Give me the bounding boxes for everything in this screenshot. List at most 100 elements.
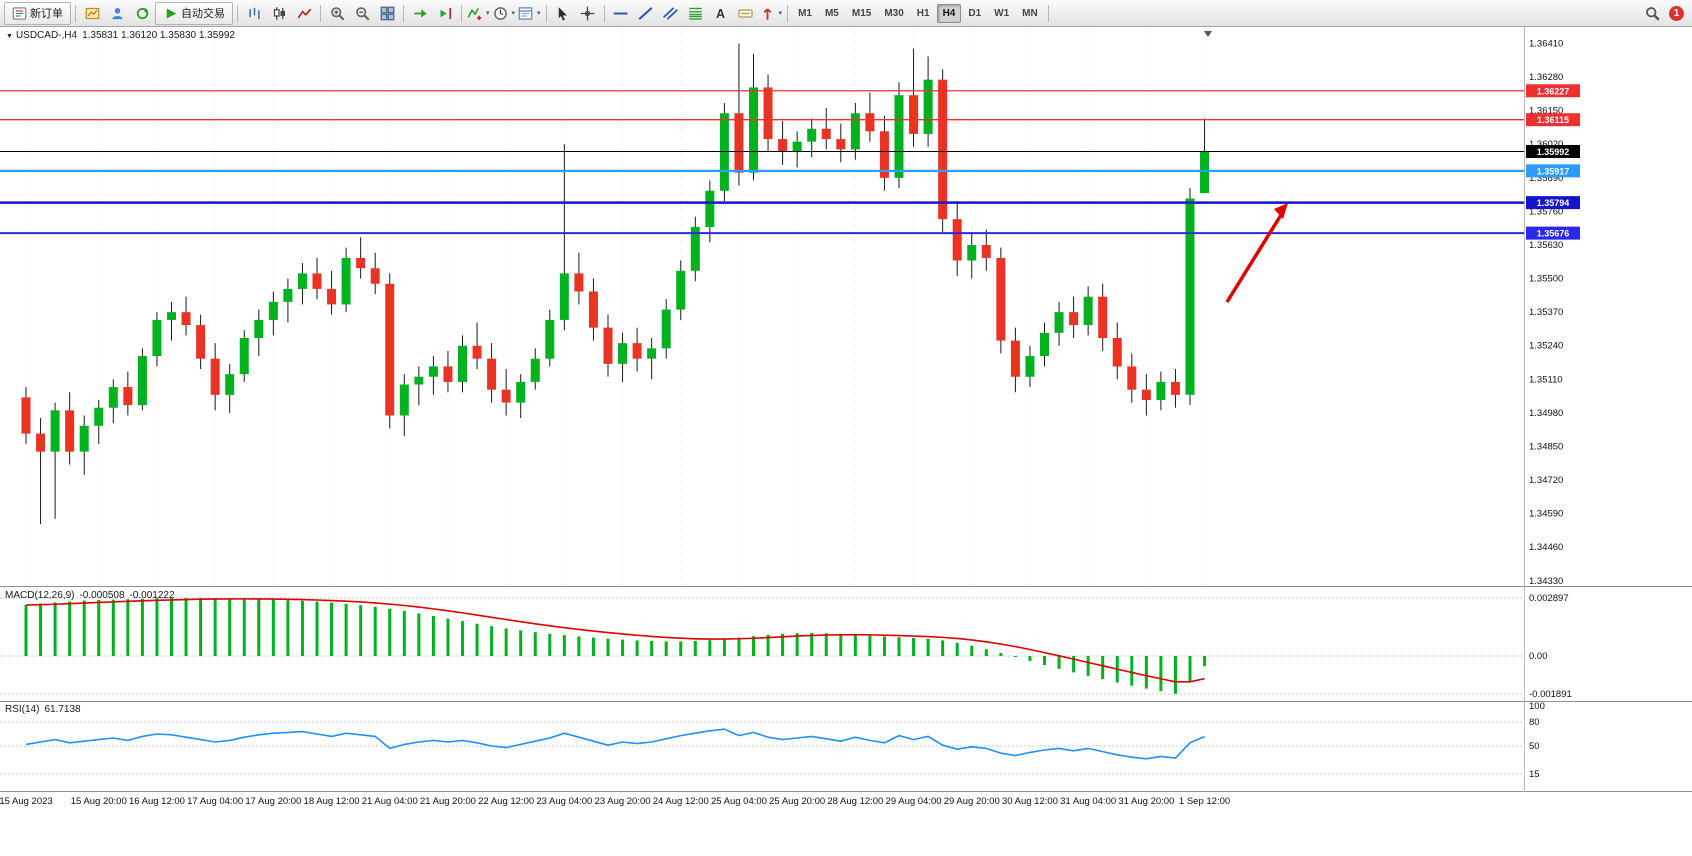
macd-title: MACD(12,26,9) xyxy=(5,590,75,601)
timeframe-m30-button[interactable]: M30 xyxy=(884,7,904,19)
svg-text:25 Aug 04:00: 25 Aug 04:00 xyxy=(711,796,767,807)
svg-text:1.36280: 1.36280 xyxy=(1529,72,1563,83)
text-button[interactable]: A xyxy=(709,2,733,25)
svg-text:1.36150: 1.36150 xyxy=(1529,106,1563,117)
toolbar-separator xyxy=(545,4,547,22)
svg-text:1.35630: 1.35630 xyxy=(1529,240,1563,251)
vertical-gridlines xyxy=(25,28,1206,586)
bar-chart-button[interactable] xyxy=(242,2,266,25)
svg-text:0.002897: 0.002897 xyxy=(1529,593,1569,604)
macd-signal-value: -0.001222 xyxy=(129,590,175,601)
svg-text:1.35917: 1.35917 xyxy=(1537,166,1570,176)
clock-icon xyxy=(493,6,507,20)
new-order-icon xyxy=(12,6,27,20)
svg-text:22 Aug 12:00: 22 Aug 12:00 xyxy=(478,796,534,807)
indicators-icon xyxy=(467,7,482,20)
toolbar-separator xyxy=(603,4,605,22)
hline-button[interactable] xyxy=(609,2,633,25)
price-badge xyxy=(1526,196,1580,210)
svg-text:29 Aug 20:00: 29 Aug 20:00 xyxy=(944,796,1000,807)
autotrade-button[interactable]: 自动交易 xyxy=(155,1,233,25)
svg-text:23 Aug 20:00: 23 Aug 20:00 xyxy=(595,796,651,807)
timeframe-h4-button[interactable]: H4 xyxy=(936,3,962,23)
dropdown-caret-icon: ▾ xyxy=(511,10,516,17)
new-chart-icon xyxy=(85,7,99,19)
crosshair-button[interactable] xyxy=(576,2,600,25)
profiles-button[interactable] xyxy=(105,2,129,25)
chart-window[interactable]: 1.36410 1.36280 1.36150 1.36020 1.35890 1.357… xyxy=(0,26,1692,856)
timeframe-m15-button[interactable]: M15 xyxy=(851,7,872,19)
svg-text:1.35240: 1.35240 xyxy=(1529,341,1563,352)
candles-icon xyxy=(273,6,285,20)
label-button[interactable] xyxy=(734,2,758,25)
chart-shift-marker[interactable] xyxy=(1204,31,1212,37)
new-order-button[interactable]: 新订单 xyxy=(4,1,71,25)
svg-text:30 Aug 12:00: 30 Aug 12:00 xyxy=(1002,796,1058,807)
macd-signal-line xyxy=(25,598,1205,683)
tile-windows-button[interactable] xyxy=(375,2,399,25)
periods-button[interactable]: ▾ xyxy=(492,2,517,25)
timeframe-m1-button[interactable]: M1 xyxy=(798,7,812,19)
hline-icon xyxy=(613,12,628,14)
svg-text:1.35110: 1.35110 xyxy=(1529,374,1563,385)
svg-text:1.35760: 1.35760 xyxy=(1529,206,1563,217)
toolbar-separator xyxy=(1047,4,1049,22)
candlestick-chart-button[interactable] xyxy=(267,2,291,25)
autotrade-icon xyxy=(166,8,177,18)
timeframe-w1-button[interactable]: W1 xyxy=(994,7,1010,19)
macd-panel: 0.002897 0.00 -0.001891 xyxy=(0,593,1572,700)
channel-button[interactable] xyxy=(659,2,683,25)
svg-text:17 Aug 20:00: 17 Aug 20:00 xyxy=(245,796,301,807)
templates-button[interactable]: ▾ xyxy=(517,2,542,25)
timeframe-d1-button[interactable]: D1 xyxy=(968,7,982,19)
timeframe-m5-button[interactable]: M5 xyxy=(824,7,839,19)
auto-scroll-button[interactable] xyxy=(408,2,432,25)
chart-menu-icon: ▼ xyxy=(6,33,13,40)
timeframe-mn-button[interactable]: MN xyxy=(1022,7,1038,19)
svg-text:17 Aug 04:00: 17 Aug 04:00 xyxy=(187,796,243,807)
price-badge xyxy=(1526,226,1580,240)
rsi-panel: 100 80 50 15 xyxy=(0,701,1545,780)
svg-text:31 Aug 04:00: 31 Aug 04:00 xyxy=(1060,796,1116,807)
svg-text:1.34980: 1.34980 xyxy=(1529,408,1563,419)
notification-badge[interactable]: 1 xyxy=(1669,5,1684,21)
trend-arrow-annotation[interactable] xyxy=(1225,203,1288,303)
chart-canvas[interactable]: 1.36410 1.36280 1.36150 1.36020 1.35890 1.357… xyxy=(0,26,1692,856)
indicators-button[interactable]: ▾ xyxy=(466,2,491,25)
candlesticks xyxy=(21,43,1210,524)
fibonacci-button[interactable] xyxy=(684,2,708,25)
cursor-button[interactable] xyxy=(551,2,575,25)
search-button[interactable] xyxy=(1640,2,1664,25)
new-order-button-label: 新订单 xyxy=(30,8,63,20)
arrows-button[interactable]: ▾ xyxy=(759,2,784,25)
price-badge xyxy=(1526,164,1580,178)
svg-text:24 Aug 12:00: 24 Aug 12:00 xyxy=(653,796,709,807)
svg-text:1.35676: 1.35676 xyxy=(1537,229,1570,239)
svg-text:23 Aug 04:00: 23 Aug 04:00 xyxy=(536,796,592,807)
svg-text:15: 15 xyxy=(1529,769,1540,780)
svg-text:A: A xyxy=(716,6,725,20)
svg-text:50: 50 xyxy=(1529,741,1540,752)
svg-text:1.34590: 1.34590 xyxy=(1529,509,1563,520)
zoom-in-icon xyxy=(330,6,345,21)
new-chart-button[interactable] xyxy=(80,2,104,25)
line-chart-button[interactable] xyxy=(292,2,316,25)
svg-text:1.35890: 1.35890 xyxy=(1529,173,1563,184)
svg-text:29 Aug 04:00: 29 Aug 04:00 xyxy=(886,796,942,807)
refresh-button[interactable] xyxy=(130,2,154,25)
toolbar-separator xyxy=(787,4,789,22)
zoom-out-icon xyxy=(355,6,370,21)
svg-text:21 Aug 04:00: 21 Aug 04:00 xyxy=(362,796,418,807)
horizontal-lines[interactable]: 1.36227 1.36115 1.35917 1.35794 1.35676 xyxy=(0,84,1580,240)
chart-shift-button[interactable] xyxy=(433,2,457,25)
fibo-icon xyxy=(689,7,702,20)
macd-indicator-label: MACD(12,26,9) -0.000508 -0.001222 xyxy=(5,590,175,601)
zoom-in-button[interactable] xyxy=(325,2,349,25)
trendline-button[interactable] xyxy=(634,2,658,25)
svg-text:21 Aug 20:00: 21 Aug 20:00 xyxy=(420,796,476,807)
svg-text:1.34720: 1.34720 xyxy=(1529,475,1563,486)
current-price-badge xyxy=(1526,144,1580,158)
timeframe-h1-button[interactable]: H1 xyxy=(916,7,930,19)
zoom-out-button[interactable] xyxy=(350,2,374,25)
